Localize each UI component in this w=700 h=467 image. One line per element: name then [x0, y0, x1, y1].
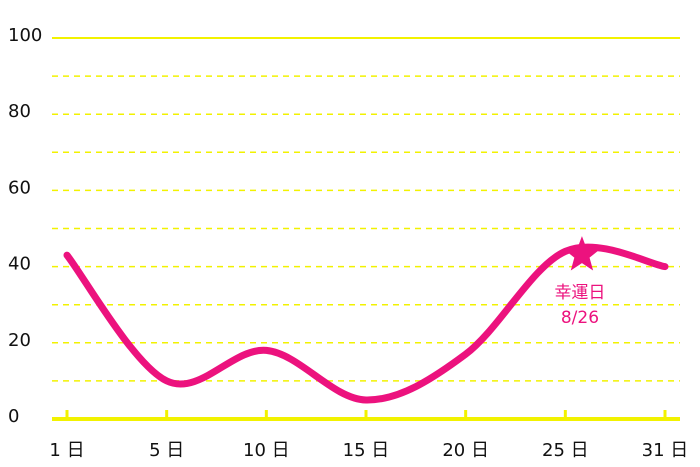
- y-tick-label: 0: [8, 406, 19, 427]
- x-tick-label: 10 日: [243, 440, 290, 461]
- y-tick-label: 80: [8, 101, 31, 122]
- x-tick-label: 25 日: [542, 440, 589, 461]
- x-tick-label: 31 日: [642, 440, 689, 461]
- x-tick-label: 1 日: [49, 440, 84, 461]
- y-tick-label: 60: [8, 177, 31, 198]
- y-tick-label: 100: [8, 25, 42, 46]
- annotation-label: 幸運日: [554, 283, 605, 303]
- x-tick-label: 5 日: [149, 440, 184, 461]
- x-tick-label: 15 日: [343, 440, 390, 461]
- x-tick-label: 20 日: [442, 440, 489, 461]
- line: [63, 243, 669, 404]
- lucky-star: [563, 236, 601, 271]
- y-tick-label: 40: [8, 254, 31, 275]
- annotation-date: 8/26: [561, 308, 599, 328]
- y-tick-label: 20: [8, 330, 31, 351]
